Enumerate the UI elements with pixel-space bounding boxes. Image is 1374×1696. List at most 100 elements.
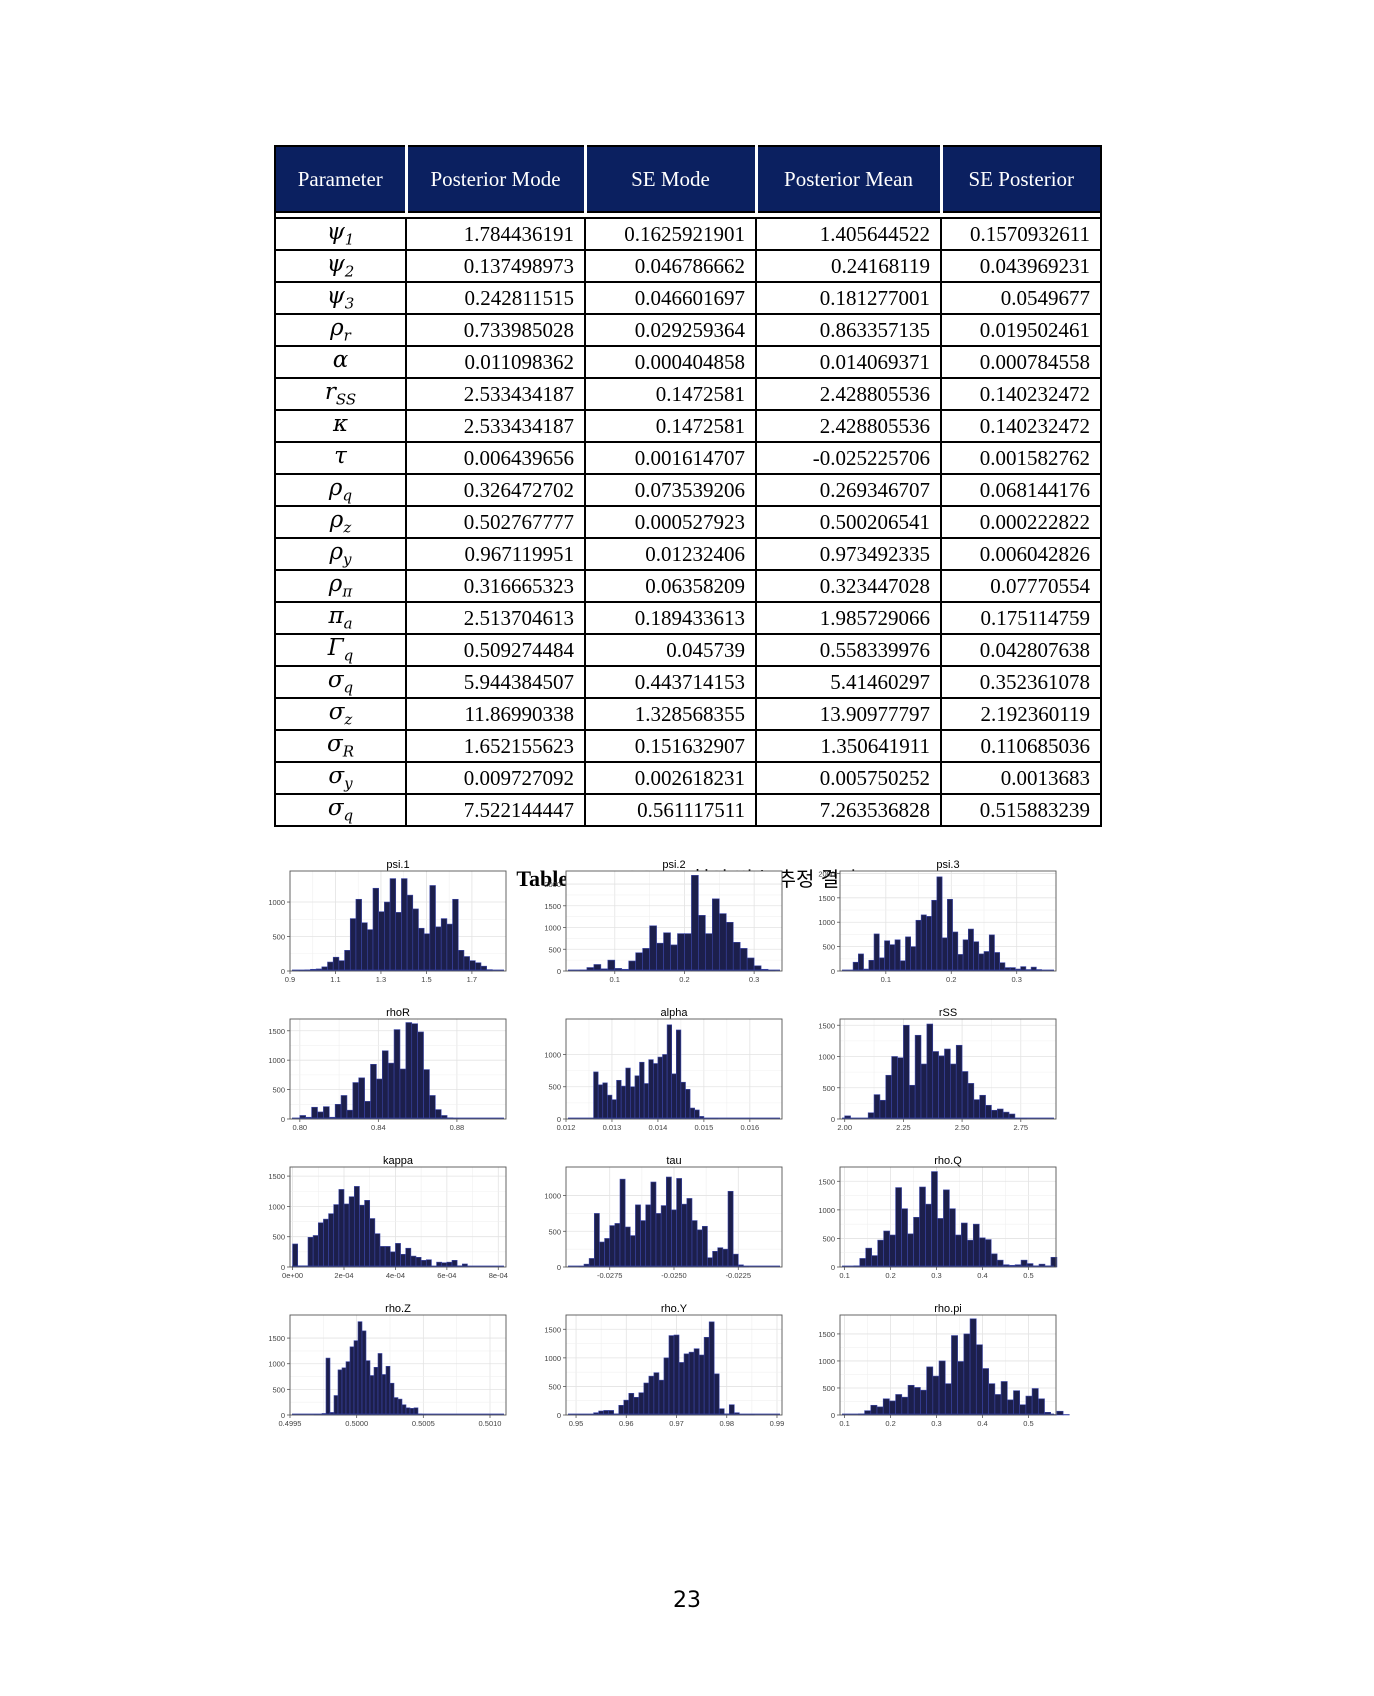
histogram-bar — [858, 953, 864, 972]
histogram-bar — [364, 1200, 371, 1268]
histogram-rss: rSS 0 500 1000 1500 2.00 2.25 2.50 2.75 — [808, 1006, 1070, 1134]
histogram-bar — [907, 1233, 914, 1268]
histogram-bar — [423, 1069, 430, 1120]
histogram-bar — [938, 1055, 945, 1120]
histogram-bar — [633, 1396, 640, 1416]
y-tick-label: 1500 — [818, 1330, 835, 1339]
histogram-bar — [624, 1226, 631, 1268]
histogram-bar — [693, 1348, 700, 1416]
parameter-symbol-base: Γ — [327, 635, 344, 662]
histogram-bar — [663, 1357, 670, 1416]
histogram-bar — [907, 1384, 915, 1416]
y-tick-label: 500 — [548, 1382, 561, 1391]
histogram-bar — [635, 952, 643, 972]
histogram-bar — [931, 899, 938, 972]
histogram-bar — [941, 937, 948, 972]
histogram-bar — [405, 1022, 413, 1120]
histogram-title: psi.3 — [936, 859, 959, 871]
cell-posterior-mean: 0.323447028 — [755, 569, 942, 603]
table-row: ρr 0.733985028 0.029259364 0.863357135 0.019… — [274, 313, 1102, 347]
plot-border — [839, 1314, 1057, 1416]
cell-posterior-mode: 0.509274484 — [405, 633, 586, 667]
histogram-bar — [457, 950, 465, 972]
histogram-bar — [913, 1387, 921, 1416]
cell-posterior-mean: 2.428805536 — [755, 377, 942, 411]
cell-se-posterior: 0.001582762 — [940, 441, 1102, 475]
histogram-bar — [732, 942, 741, 972]
histogram-bar — [688, 1351, 695, 1416]
y-tick-label: 500 — [822, 1234, 835, 1243]
parameter-symbol: α — [274, 345, 407, 379]
cell-posterior-mode: 0.137498973 — [405, 249, 586, 283]
table-row: κ 2.533434187 0.1472581 2.428805536 0.140232… — [274, 409, 1102, 443]
histogram-bar — [393, 1029, 401, 1120]
histogram-bar — [1013, 1390, 1020, 1416]
histogram-bar — [882, 1398, 890, 1416]
cell-se-mode: 0.443714153 — [584, 665, 757, 699]
parameter-symbol-subscript: π — [342, 582, 353, 601]
histogram-bar — [732, 1253, 739, 1268]
plot-border — [289, 1018, 507, 1120]
y-tick-label: 1000 — [818, 918, 835, 927]
cell-se-mode: 0.000527923 — [584, 505, 757, 539]
histogram-bar — [640, 1220, 647, 1268]
histogram-bar — [648, 1059, 654, 1120]
parameter-symbol-base: ψ — [326, 283, 345, 310]
parameter-symbol-subscript: r — [343, 326, 351, 345]
table-row: πa 2.513704613 0.189433613 1.985729066 0.175… — [274, 601, 1102, 635]
histogram-bar — [1006, 1399, 1014, 1416]
histogram-bar — [990, 1253, 998, 1268]
histogram-bar — [984, 1239, 992, 1268]
parameter-symbol-subscript: SS — [335, 390, 357, 409]
parameter-symbol-subscript: R — [342, 742, 354, 761]
histogram-bar — [722, 1248, 729, 1268]
header-parameter: Parameter — [274, 145, 407, 213]
y-tick-label: 1500 — [268, 1172, 285, 1181]
y-tick-label: 500 — [548, 1083, 561, 1092]
cell-posterior-mode: 0.967119951 — [405, 537, 586, 571]
parameter-symbol-subscript: z — [344, 710, 353, 729]
histogram-bar — [393, 1397, 399, 1416]
y-tick-label: 500 — [272, 1233, 285, 1242]
histogram-bar — [469, 960, 476, 972]
histogram-bar — [338, 1189, 345, 1268]
cell-se-mode: 0.001614707 — [584, 441, 757, 475]
histogram-bar — [725, 922, 734, 972]
x-tick-label: 0.84 — [371, 1123, 386, 1132]
histogram-bar — [691, 875, 699, 972]
x-tick-label: 1.3 — [376, 975, 386, 984]
histogram-bar — [1038, 1398, 1045, 1416]
histogram-bar — [367, 929, 374, 972]
histogram-svg: rho.Q 0 500 1000 1500 0.1 0.2 0.3 0.4 0.5 — [818, 1155, 1058, 1280]
histogram-bar — [920, 1063, 928, 1120]
histogram-bar — [325, 1357, 331, 1416]
histogram-bar — [691, 1220, 698, 1268]
histogram-alpha: alpha 0 500 1000 0.012 0.013 0.014 0.015 0.016 — [534, 1006, 796, 1134]
histogram-bar — [913, 1216, 920, 1268]
histogram-bar — [401, 878, 408, 972]
parameter-symbol-base: ρ — [328, 475, 343, 502]
histogram-bar — [684, 933, 692, 972]
histogram-bar — [345, 1361, 351, 1416]
histogram-bar — [1062, 1414, 1070, 1416]
cell-se-mode: 0.561117511 — [584, 793, 757, 827]
plot-border — [565, 1018, 783, 1120]
histogram-rhor: rhoR 0 500 1000 1500 0.80 0.84 0.88 — [258, 1006, 520, 1134]
histogram-bar — [650, 1181, 657, 1268]
x-tick-label: 0.3 — [749, 975, 759, 984]
histogram-bar — [675, 1029, 682, 1120]
histogram-bar — [599, 1241, 605, 1268]
table-row: ψ3 0.242811515 0.046601697 0.181277001 0.054… — [274, 281, 1102, 315]
histogram-bar — [931, 1171, 938, 1268]
cell-se-mode: 0.029259364 — [584, 313, 757, 347]
cell-posterior-mean: 0.014069371 — [755, 345, 942, 379]
parameter-symbol: ψ1 — [274, 217, 407, 251]
table-body: ψ1 1.784436191 0.1625921901 1.405644522 0.15… — [274, 212, 1102, 827]
cell-posterior-mode: 7.522144447 — [405, 793, 586, 827]
cell-se-mode: 0.1472581 — [584, 409, 757, 443]
parameter-symbol-base: κ — [332, 411, 349, 438]
cell-posterior-mean: 0.24168119 — [755, 249, 942, 283]
histogram-bar — [868, 959, 875, 972]
histogram-svg: rho.Y 0 500 1000 1500 0.95 0.96 0.97 0.98 0.99 — [544, 1303, 784, 1428]
histogram-bar — [372, 887, 379, 972]
